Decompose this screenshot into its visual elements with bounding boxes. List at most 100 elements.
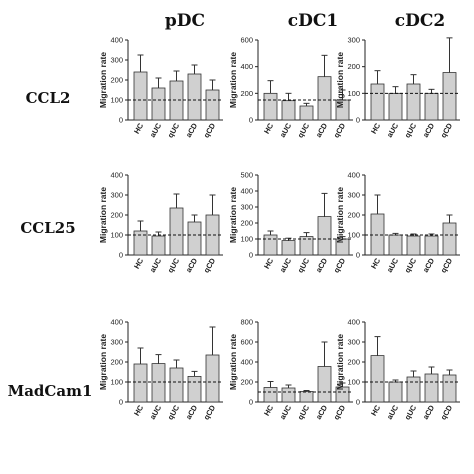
row-label-ccl2: CCL2	[26, 89, 71, 107]
bar-acd	[317, 366, 332, 403]
y-tick-label: 0	[119, 116, 123, 125]
category-label-hc: HC	[132, 121, 146, 135]
bar-acd	[424, 373, 439, 403]
bar-hc	[370, 355, 385, 403]
category-label-hc: HC	[132, 256, 146, 270]
category-label-acd: aCD	[184, 403, 200, 421]
y-tick-label: 200	[240, 219, 253, 228]
category-label-qcd: qCD	[332, 403, 348, 421]
bar-acd	[317, 76, 332, 121]
category-label-qcd: qCD	[332, 256, 348, 274]
y-axis-label: Migration rate	[228, 52, 238, 108]
category-label-qcd: qCD	[439, 403, 455, 421]
column-title-cdc2: cDC2	[395, 11, 445, 31]
y-axis-label: Migration rate	[98, 52, 108, 108]
category-label-quc: qUC	[296, 403, 312, 421]
y-tick-label: 300	[347, 191, 360, 200]
category-label-hc: HC	[369, 403, 383, 417]
category-label-qcd: qCD	[202, 121, 218, 139]
y-axis-label: Migration rate	[98, 187, 108, 243]
bar-qcd	[442, 374, 457, 403]
y-tick-label: 300	[347, 338, 360, 347]
bar-qcd	[442, 72, 457, 121]
bar-auc	[388, 92, 403, 121]
bar-auc	[388, 234, 403, 256]
y-tick-label: 100	[347, 89, 360, 98]
y-tick-label: 0	[356, 116, 360, 125]
y-tick-label: 100	[240, 235, 253, 244]
category-label-quc: qUC	[166, 403, 182, 421]
category-label-quc: qUC	[403, 403, 419, 421]
category-label-auc: aUC	[148, 121, 164, 139]
bar-hc	[133, 71, 148, 121]
y-tick-label: 300	[110, 191, 123, 200]
category-label-auc: aUC	[278, 403, 294, 421]
bar-acd	[424, 92, 439, 121]
y-axis-label: Migration rate	[335, 334, 345, 390]
category-label-auc: aUC	[278, 256, 294, 274]
category-label-hc: HC	[369, 121, 383, 135]
y-tick-label: 400	[347, 318, 360, 327]
y-tick-label: 200	[110, 358, 123, 367]
row-label-madcam1: MadCam1	[8, 382, 93, 400]
y-tick-label: 400	[240, 62, 253, 71]
category-label-hc: HC	[262, 256, 276, 270]
category-label-auc: aUC	[385, 256, 401, 274]
column-title-cdc1: cDC1	[288, 11, 338, 31]
y-tick-label: 100	[347, 378, 360, 387]
category-label-acd: aCD	[421, 403, 437, 421]
y-tick-label: 0	[356, 398, 360, 407]
y-tick-label: 600	[240, 338, 253, 347]
y-tick-label: 100	[110, 378, 123, 387]
category-label-quc: qUC	[296, 121, 312, 139]
bar-quc	[169, 367, 184, 403]
category-label-qcd: qCD	[439, 121, 455, 139]
category-label-hc: HC	[369, 256, 383, 270]
bar-auc	[281, 240, 296, 256]
bar-hc	[263, 92, 278, 121]
bar-acd	[187, 375, 202, 403]
bar-acd	[424, 235, 439, 256]
category-label-auc: aUC	[148, 256, 164, 274]
category-label-qcd: qCD	[332, 121, 348, 139]
y-axis-label: Migration rate	[228, 334, 238, 390]
y-tick-label: 200	[110, 76, 123, 85]
category-label-quc: qUC	[296, 256, 312, 274]
y-tick-label: 400	[240, 358, 253, 367]
y-tick-label: 400	[240, 187, 253, 196]
bar-hc	[263, 387, 278, 403]
bar-hc	[263, 234, 278, 256]
bar-acd	[187, 221, 202, 256]
bar-acd	[317, 216, 332, 256]
category-label-auc: aUC	[385, 403, 401, 421]
bar-quc	[406, 376, 421, 403]
category-label-acd: aCD	[314, 403, 330, 421]
y-tick-label: 400	[110, 171, 123, 180]
bar-quc	[299, 391, 314, 403]
bar-quc	[406, 83, 421, 121]
y-tick-label: 100	[347, 231, 360, 240]
category-label-hc: HC	[262, 121, 276, 135]
y-tick-label: 400	[347, 171, 360, 180]
y-tick-label: 100	[110, 231, 123, 240]
category-label-acd: aCD	[184, 121, 200, 139]
y-tick-label: 0	[356, 251, 360, 260]
y-tick-label: 200	[240, 89, 253, 98]
y-axis-label: Migration rate	[335, 52, 345, 108]
category-label-auc: aUC	[385, 121, 401, 139]
category-label-acd: aCD	[421, 256, 437, 274]
y-tick-label: 600	[240, 36, 253, 45]
bar-quc	[169, 207, 184, 256]
category-label-qcd: qCD	[202, 256, 218, 274]
category-label-quc: qUC	[403, 256, 419, 274]
bar-quc	[299, 236, 314, 256]
bar-auc	[151, 235, 166, 256]
bar-qcd	[205, 214, 220, 256]
bar-acd	[187, 73, 202, 121]
